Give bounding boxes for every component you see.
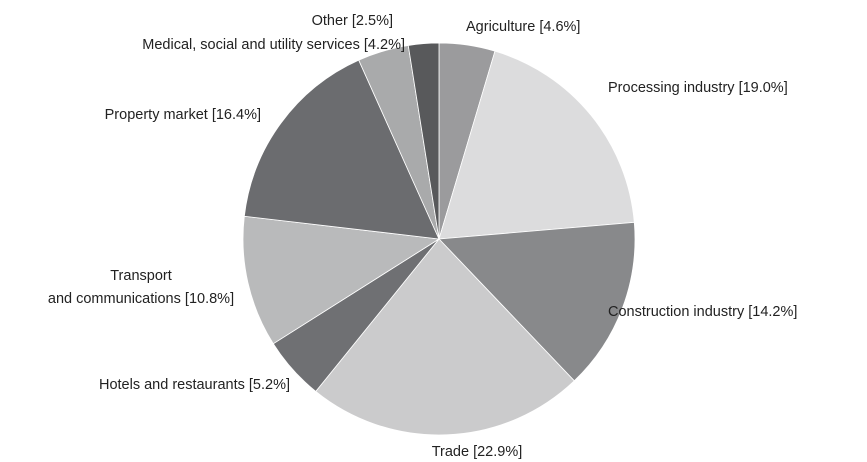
category-label: Transport (110, 268, 172, 284)
pie-slice (315, 238, 575, 436)
slice-label: Medical, social and utility services [4.… (142, 37, 405, 53)
pie-slice (243, 59, 440, 240)
slice-label: Other [2.5%] (312, 13, 393, 29)
category-label: Agriculture (466, 19, 535, 35)
value-label: [4.2%] (364, 37, 405, 53)
category-label: Medical, social and utility services (142, 37, 360, 53)
slice-label: Agriculture [4.6%] (466, 19, 580, 35)
value-label: [10.8%] (185, 291, 234, 307)
slice-label: Hotels and restaurants [5.2%] (99, 377, 290, 393)
slice-label: Construction industry [14.2%] (608, 304, 797, 320)
category-label: Construction industry (608, 304, 745, 320)
category-label: and communications (48, 291, 181, 307)
pie-slice (438, 50, 635, 240)
value-label: [19.0%] (739, 80, 788, 96)
category-label: Trade (432, 444, 469, 460)
value-label: [4.6%] (539, 19, 580, 35)
pie-slice (242, 215, 441, 345)
value-label: [14.2%] (748, 304, 797, 320)
category-label: Property market (105, 107, 208, 123)
value-label: [2.5%] (352, 13, 393, 29)
category-label: Hotels and restaurants (99, 377, 245, 393)
pie-slice (438, 221, 636, 382)
pie-slice (407, 42, 440, 240)
slice-label: Processing industry [19.0%] (608, 80, 788, 96)
slice-label: and communications [10.8%] (48, 291, 234, 307)
category-label: Processing industry (608, 80, 735, 96)
category-label: Other (312, 13, 348, 29)
slice-label: Trade [22.9%] (432, 444, 523, 460)
value-label: [5.2%] (249, 377, 290, 393)
value-label: [16.4%] (212, 107, 261, 123)
slice-label: Transport (110, 268, 172, 284)
slice-label: Property market [16.4%] (105, 107, 261, 123)
value-label: [22.9%] (473, 444, 522, 460)
